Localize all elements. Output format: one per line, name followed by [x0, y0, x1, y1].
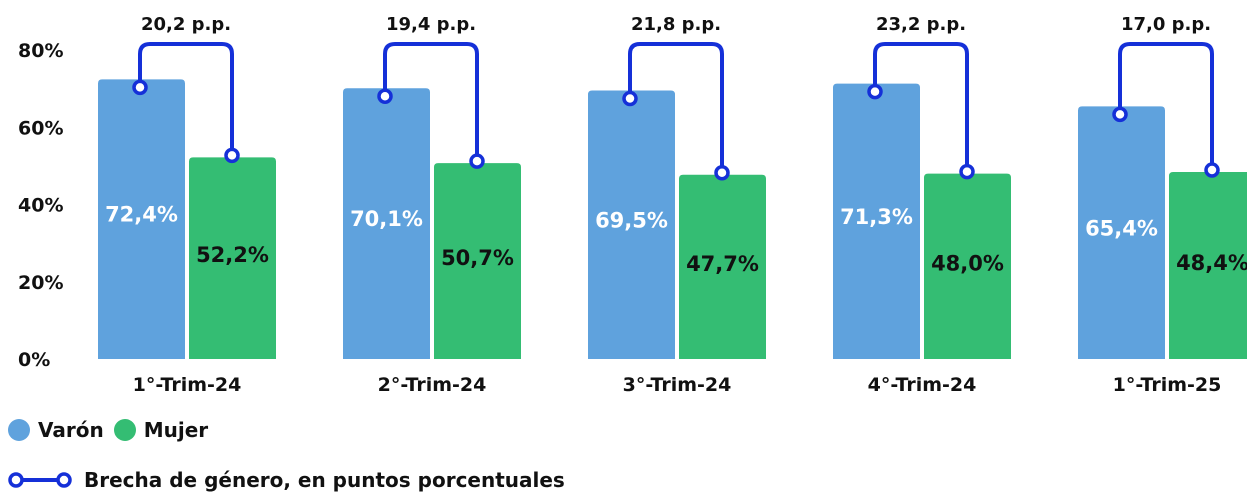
gap-marker-varon: [867, 83, 883, 100]
legend-label-varon: Varón: [38, 418, 104, 442]
gap-label: 19,4 p.p.: [386, 14, 476, 35]
y-tick-label: 80%: [18, 40, 63, 62]
gap-marker-varon: [1112, 106, 1128, 123]
x-category-label: 1°-Trim-25: [1113, 374, 1222, 396]
data-label-varon: 72,4%: [105, 203, 178, 227]
gap-legend-label: Brecha de género, en puntos porcentuales: [84, 468, 565, 492]
legend-swatch-varon: [8, 419, 30, 441]
gap-bracket: [628, 42, 724, 173]
data-label-mujer: 48,0%: [931, 252, 1004, 276]
series-legend: Varón Mujer: [8, 418, 218, 442]
y-tick-label: 20%: [18, 272, 63, 294]
bar-mujer: [679, 174, 766, 359]
legend-label-mujer: Mujer: [143, 418, 209, 442]
gap-bracket: [383, 42, 479, 162]
data-label-varon: 70,1%: [350, 207, 423, 231]
y-tick-label: 60%: [18, 117, 63, 139]
y-tick-label: 0%: [18, 349, 50, 371]
legend-item-mujer: Mujer: [113, 418, 209, 442]
gap-bracket: [1118, 42, 1214, 171]
gap-label: 20,2 p.p.: [141, 14, 231, 35]
gap-label: 21,8 p.p.: [631, 14, 721, 35]
gap-label: 17,0 p.p.: [1121, 14, 1211, 35]
gap-bracket: [873, 42, 969, 172]
gap-marker-varon: [377, 88, 393, 104]
bar-varon: [588, 90, 675, 360]
gap-marker-mujer: [224, 147, 240, 164]
legend-swatch-mujer: [113, 419, 136, 441]
data-label-varon: 69,5%: [595, 208, 668, 232]
data-label-mujer: 52,2%: [196, 243, 269, 267]
gap-marker-mujer: [714, 165, 730, 181]
gap-marker-varon: [132, 79, 148, 96]
x-category-label: 1°-Trim-24: [133, 374, 242, 396]
data-label-mujer: 48,4%: [1176, 251, 1247, 275]
x-category-label: 4°-Trim-24: [868, 374, 977, 396]
bar-mujer: [1169, 172, 1247, 359]
bar-varon: [1078, 106, 1165, 359]
gap-label: 23,2 p.p.: [876, 14, 966, 35]
bar-mujer: [189, 157, 276, 359]
bar-mujer: [434, 163, 521, 359]
bar-varon: [343, 88, 430, 360]
bar-varon: [833, 83, 920, 359]
data-label-varon: 71,3%: [840, 205, 913, 229]
gap-marker-mujer: [469, 153, 485, 169]
x-category-label: 2°-Trim-24: [378, 374, 487, 396]
gap-marker-mujer: [1204, 162, 1220, 178]
data-label-mujer: 47,7%: [686, 252, 759, 276]
gap-marker-mujer: [959, 163, 975, 180]
x-category-label: 3°-Trim-24: [623, 374, 732, 396]
legend-item-varon: Varón: [8, 418, 104, 442]
bar-varon: [98, 79, 185, 359]
gender-gap-bar-chart: 0% 20% 40% 60% 80% 72,4% 52,2% 20,2 p.p. 1°-Trim…: [18, 14, 1247, 396]
y-tick-label: 40%: [18, 195, 63, 217]
gap-marker-varon: [622, 90, 638, 107]
data-label-varon: 65,4%: [1085, 217, 1158, 241]
gap-bracket: [138, 42, 234, 156]
data-label-mujer: 50,7%: [441, 246, 514, 270]
gap-legend-icon: [8, 472, 72, 488]
gap-legend: Brecha de género, en puntos porcentuales: [8, 468, 565, 492]
bar-mujer: [924, 173, 1011, 359]
